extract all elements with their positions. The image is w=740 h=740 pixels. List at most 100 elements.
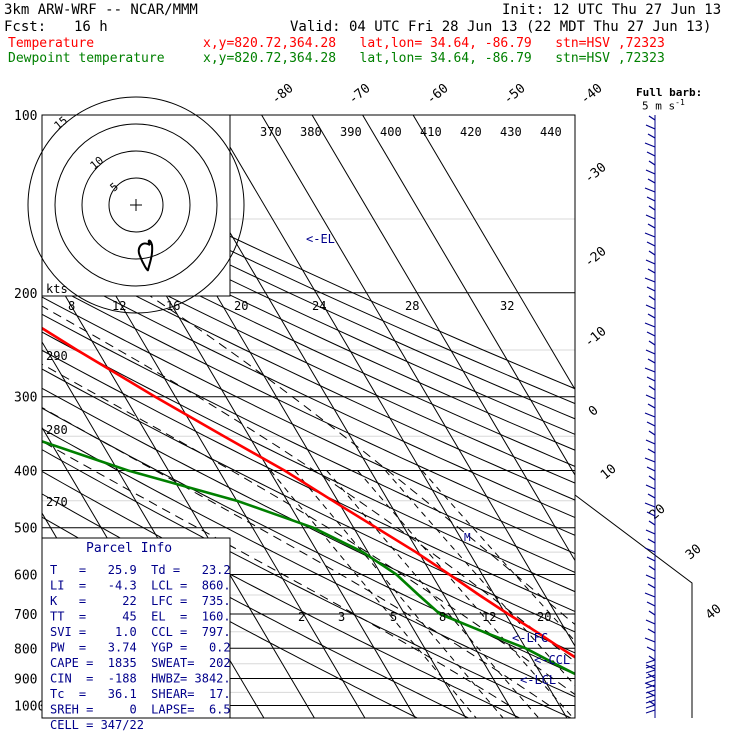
isotherm-label: 10 bbox=[598, 462, 620, 484]
wind-barb bbox=[648, 430, 656, 436]
wind-barb bbox=[646, 151, 656, 157]
pressure-label-300: 300 bbox=[14, 391, 37, 406]
hodograph-speed-label: 8 bbox=[68, 299, 75, 313]
isotherm-label: 30 bbox=[683, 542, 705, 564]
wind-barb bbox=[645, 664, 656, 669]
pressure-label-700: 700 bbox=[14, 608, 37, 623]
wind-barb bbox=[644, 187, 656, 193]
moist-adiabat bbox=[42, 440, 510, 706]
wind-barb bbox=[647, 178, 656, 184]
model-title: 3km ARW-WRF -- NCAR/MMM bbox=[4, 2, 198, 18]
wind-barb bbox=[645, 679, 656, 684]
parcel-info-panel: Parcel Info T = 25.9 Td = 23.2 LI = -4.3 L… bbox=[41, 537, 231, 732]
wind-barb bbox=[645, 709, 656, 714]
wind-barb bbox=[647, 493, 656, 499]
isotherm-label: -20 bbox=[582, 244, 610, 271]
dry-adiabat bbox=[42, 215, 575, 467]
wind-barb bbox=[646, 241, 656, 247]
dry-adiabat bbox=[42, 247, 575, 501]
dry-adiabat bbox=[42, 157, 575, 405]
wind-barb bbox=[646, 556, 656, 562]
isotherm-label: 0 bbox=[586, 403, 602, 420]
wind-barb bbox=[647, 403, 656, 409]
mark-annotation: M bbox=[464, 531, 471, 544]
isotherm-label: 40 bbox=[703, 602, 725, 624]
wind-barb bbox=[645, 169, 656, 175]
dry-adiabat bbox=[42, 231, 575, 484]
isotherm-label: -70 bbox=[346, 81, 374, 108]
parcel-info-title: Parcel Info bbox=[86, 541, 172, 556]
dry-adiabat bbox=[42, 279, 575, 536]
pressure-label-900: 900 bbox=[14, 672, 37, 687]
valid-time: Valid: 04 UTC Fri 28 Jun 13 (22 MDT Thu … bbox=[290, 19, 712, 35]
isotherm bbox=[210, 115, 568, 718]
pressure-label-200: 200 bbox=[14, 287, 37, 302]
parcel-panel-frame bbox=[41, 537, 231, 719]
wind-barb bbox=[648, 115, 656, 121]
wind-barb bbox=[645, 684, 656, 689]
wind-barb bbox=[646, 466, 656, 472]
wind-barb bbox=[644, 502, 656, 508]
wind-barb bbox=[645, 674, 656, 679]
wind-barbs bbox=[644, 115, 656, 718]
dry-adiabat bbox=[42, 428, 575, 698]
wind-barb bbox=[645, 349, 656, 355]
mixing-ratio-label: 12 bbox=[482, 610, 496, 624]
moist-adiabat bbox=[42, 406, 550, 706]
parcel-info-row: CAPE = 1835 SWEAT= 202 bbox=[50, 656, 231, 670]
hodograph-ring bbox=[81, 150, 191, 260]
wind-barb bbox=[644, 367, 656, 373]
hodograph-speed-label: 32 bbox=[500, 299, 514, 313]
wind-barb bbox=[648, 520, 656, 526]
theta-label: 430 bbox=[500, 125, 522, 139]
isotherm bbox=[42, 255, 315, 718]
hodograph-speed-label: 16 bbox=[166, 299, 180, 313]
wind-barb bbox=[645, 689, 656, 694]
wind-barb bbox=[646, 286, 656, 292]
wind-barb bbox=[644, 232, 656, 238]
theta-label: 380 bbox=[300, 125, 322, 139]
isotherm-label: -60 bbox=[424, 81, 452, 108]
wind-barb bbox=[647, 223, 656, 229]
hodograph-speed-label: 24 bbox=[312, 299, 326, 313]
wind-barb bbox=[644, 457, 656, 463]
dry-adiabat bbox=[42, 387, 575, 654]
pressure-label-100: 100 bbox=[14, 109, 37, 124]
pressure-label-600: 600 bbox=[14, 568, 37, 583]
forecast-label: Fcst: bbox=[4, 19, 47, 35]
wind-barb bbox=[645, 669, 656, 674]
wind-barb bbox=[646, 601, 656, 607]
mixing-ratio-line bbox=[421, 470, 575, 642]
wind-barb bbox=[644, 277, 656, 283]
wind-barb bbox=[644, 682, 656, 688]
wind-barb bbox=[646, 511, 656, 517]
wind-barb bbox=[648, 340, 656, 346]
dewpoint-location-info: x,y=820.72,364.28 lat,lon= 34.64, -86.79… bbox=[203, 51, 665, 66]
wind-barb bbox=[645, 394, 656, 400]
pressure-label-800: 800 bbox=[14, 642, 37, 657]
parcel-info-row: CELL = 347/22 bbox=[50, 718, 144, 732]
dry-adiabat bbox=[42, 296, 575, 555]
isotherm bbox=[261, 115, 575, 648]
init-time: Init: 12 UTC Thu 27 Jun 13 bbox=[502, 2, 722, 18]
pressure-label-500: 500 bbox=[14, 522, 37, 537]
mixing-ratio-label: 5 bbox=[390, 610, 397, 624]
wind-barb bbox=[648, 475, 656, 481]
dry-adiabat bbox=[42, 143, 575, 390]
theta-left-label: 280 bbox=[46, 423, 68, 437]
theta-label: 400 bbox=[380, 125, 402, 139]
hodograph-speed-label: 28 bbox=[405, 299, 419, 313]
wind-barb bbox=[648, 205, 656, 211]
wind-barb bbox=[645, 439, 656, 445]
temperature-legend: Temperature bbox=[8, 36, 95, 51]
moist-adiabat bbox=[42, 305, 575, 663]
el-annotation: <-EL bbox=[306, 232, 335, 246]
wind-barb bbox=[648, 250, 656, 256]
isotherm bbox=[362, 115, 575, 476]
mixing-ratio-line bbox=[357, 470, 574, 718]
wind-barb bbox=[648, 565, 656, 571]
wind-barb bbox=[647, 313, 656, 319]
parcel-info-row: SREH = 0 LAPSE= 6.5 bbox=[50, 703, 231, 717]
